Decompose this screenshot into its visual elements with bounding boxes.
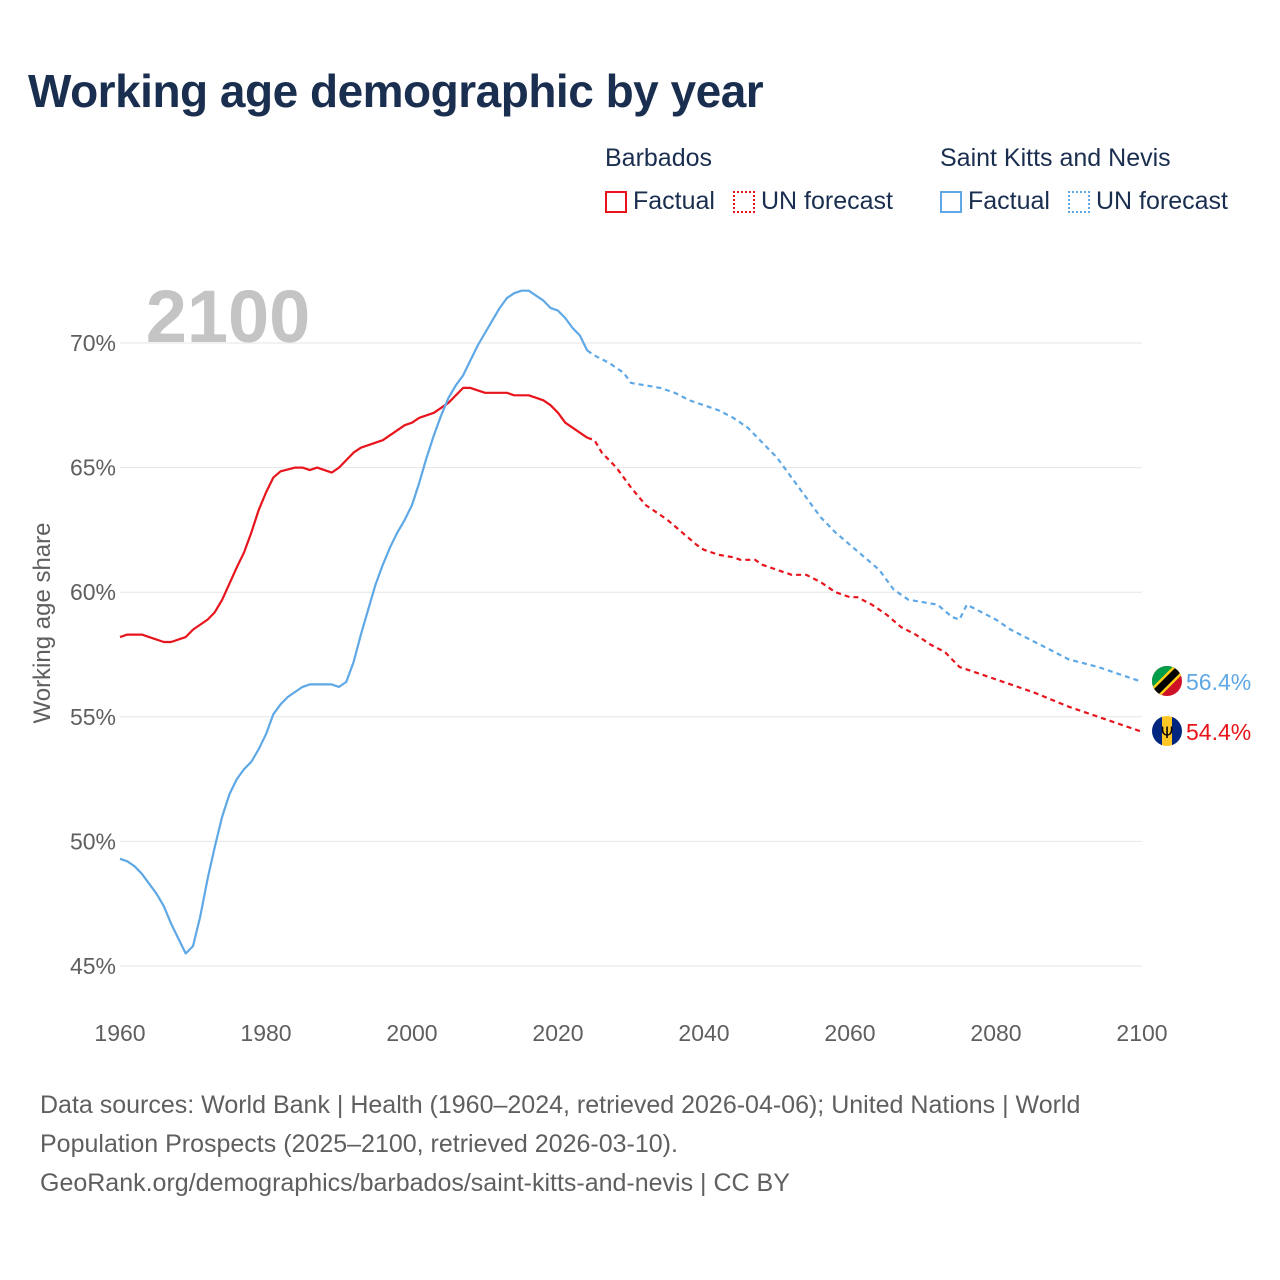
footer-sources: Data sources: World Bank | Health (1960–…: [40, 1086, 1240, 1203]
legend-label: UN forecast: [760, 187, 893, 215]
x-tick-label: 2020: [532, 1020, 583, 1046]
legend-group-barbados: Barbados Factual UN forecast: [605, 144, 893, 216]
axis-labels: 45% 50% 55% 60% 65% 70% 1960 1980 2000 2020 2040 20…: [70, 330, 1168, 1046]
legend-label: Factual: [968, 187, 1050, 215]
x-tick-label: 2000: [386, 1020, 437, 1046]
y-tick-label: 55%: [70, 704, 116, 730]
year-watermark: 2100: [146, 275, 311, 358]
legend-barbados-forecast[interactable]: UN forecast: [732, 187, 893, 216]
end-value-label: 56.4%: [1186, 669, 1251, 695]
x-tick-label: 1980: [240, 1020, 291, 1046]
footer-line: Data sources: World Bank | Health (1960–…: [40, 1091, 1081, 1119]
legend-barbados-factual[interactable]: Factual: [605, 187, 715, 216]
x-tick-label: 2040: [678, 1020, 729, 1046]
legend-label: UN forecast: [1095, 187, 1228, 215]
end-value-label: 54.4%: [1186, 719, 1251, 745]
y-tick-label: 50%: [70, 828, 116, 854]
barbados-flag: Ψ: [1152, 716, 1182, 746]
legend-swatch-dotted: [732, 190, 755, 213]
legend-group-saint-kitts-and-nevis: Saint Kitts and Nevis Factual UN forecas…: [940, 144, 1228, 216]
series-line-saint-kitts-and-nevis-forecast[interactable]: [586, 349, 1143, 683]
x-tick-label: 2100: [1116, 1020, 1167, 1046]
legend-skn-forecast[interactable]: UN forecast: [1067, 187, 1228, 216]
series-line-saint-kitts-and-nevis-factual[interactable]: [119, 289, 589, 955]
legend-group-name: Barbados: [605, 144, 713, 172]
legend-label: Factual: [633, 187, 715, 215]
x-tick-label: 2080: [970, 1020, 1021, 1046]
y-axis-title: Working age share: [29, 523, 56, 724]
series-lines: 54.4% 56.4%: [119, 289, 1251, 955]
y-tick-label: 60%: [70, 579, 116, 605]
legend-swatch-solid: [940, 190, 962, 213]
legend-skn-factual[interactable]: Factual: [940, 187, 1050, 216]
x-tick-label: 1960: [94, 1020, 145, 1046]
footer-line: Population Prospects (2025–2100, retriev…: [40, 1130, 678, 1158]
footer-line: GeoRank.org/demographics/barbados/saint-…: [40, 1169, 790, 1197]
x-tick-label: 2060: [824, 1020, 875, 1046]
svg-text:Ψ: Ψ: [1161, 723, 1174, 742]
legend-group-name: Saint Kitts and Nevis: [940, 144, 1171, 172]
y-tick-label: 45%: [70, 953, 116, 979]
line-chart: 2100 45% 50% 55% 60% 65% 70% 1960 1980 2000 2020 2…: [29, 275, 1251, 1046]
legend-swatch-dotted: [1067, 190, 1090, 213]
y-tick-label: 65%: [70, 455, 116, 481]
series-line-barbados-factual[interactable]: [119, 386, 588, 644]
y-tick-label: 70%: [70, 330, 116, 356]
grid-lines: [120, 342, 1142, 967]
legend-swatch-solid: [605, 190, 627, 213]
saint-kitts-and-nevis-flag: [1152, 666, 1182, 696]
series-line-barbados-forecast[interactable]: [586, 436, 1143, 733]
chart-title: Working age demographic by year: [28, 65, 764, 117]
